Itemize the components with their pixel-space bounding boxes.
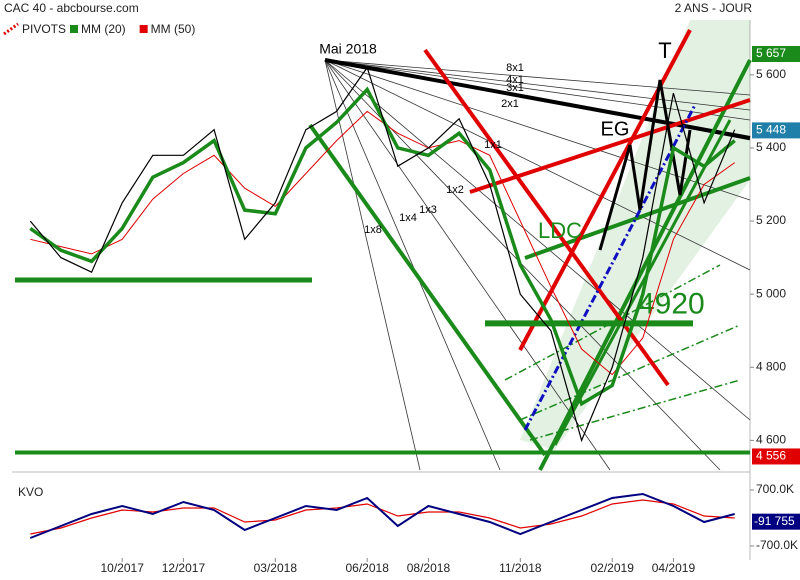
panel-title: KVO — [18, 485, 43, 499]
legend-swatch — [139, 25, 148, 33]
gann-fan-line — [324, 59, 751, 111]
pivot-line — [423, 48, 670, 387]
annotation: 1x4 — [399, 212, 417, 224]
annotation: 4x1 — [506, 74, 524, 86]
price-box-label: 5 448 — [756, 123, 786, 137]
x-tick-label: 03/2018 — [254, 561, 298, 575]
trend-line — [308, 123, 547, 457]
x-tick-label: 10/2017 — [100, 561, 144, 575]
price-box-label: 5 657 — [756, 46, 786, 60]
chart-title: CAC 40 - abcbourse.com — [4, 1, 139, 15]
gann-fan-line — [324, 59, 751, 121]
price-box-label: 4 556 — [756, 449, 786, 463]
price-box — [752, 448, 800, 465]
value-box-label: -91 755 — [754, 514, 795, 528]
legend-swatch — [70, 25, 78, 33]
legend-label: MM (50) — [151, 22, 196, 36]
x-tick-label: 12/2017 — [162, 561, 206, 575]
legend-label: MM (20) — [81, 22, 126, 36]
y-tick-label: 700.0K — [756, 482, 794, 496]
gann-fan-line — [324, 59, 501, 471]
annotation: LDC — [538, 218, 582, 243]
trend-line — [553, 119, 732, 446]
legend-swatch — [3, 22, 19, 36]
annotation: T — [658, 38, 671, 63]
price-box — [752, 122, 800, 139]
gann-fan-line — [324, 59, 611, 471]
gann-fan-line — [324, 59, 421, 471]
y-tick-label: 4 800 — [756, 359, 786, 373]
y-tick-label: 5 400 — [756, 140, 786, 154]
y-tick-label: -700.0K — [756, 538, 798, 552]
gann-fan-line — [324, 59, 751, 201]
annotation: 1x1 — [484, 139, 502, 151]
gann-fan-line — [324, 59, 751, 421]
parallel-line — [529, 379, 741, 441]
y-tick-label: 5 000 — [756, 286, 786, 300]
price-box — [752, 45, 800, 62]
gann-fan-line — [324, 59, 751, 96]
y-tick-label: 4 600 — [756, 433, 786, 447]
y-tick-label: 5 600 — [756, 67, 786, 81]
x-tick-label: 04/2019 — [652, 561, 696, 575]
parallel-line — [504, 264, 721, 381]
annotation: 1x3 — [419, 204, 437, 216]
kvo-line — [29, 492, 735, 539]
regression-line — [523, 104, 697, 431]
pattern-line — [598, 79, 692, 251]
annotation: EG — [601, 118, 630, 140]
x-tick-label: 06/2018 — [345, 561, 389, 575]
value-box — [752, 513, 800, 530]
annotation: 8x1 — [506, 62, 524, 74]
legend-label: PIVOTS — [22, 22, 66, 36]
annotation: 3x1 — [506, 82, 524, 94]
x-tick-label: 08/2018 — [407, 561, 451, 575]
price-line — [29, 66, 736, 443]
support-label: 4920 — [638, 287, 705, 320]
gann-fan-line — [324, 59, 751, 271]
trend-line — [524, 176, 751, 260]
trend-line — [538, 59, 752, 471]
x-tick-label: 11/2018 — [499, 561, 542, 575]
x-tick-label: 02/2019 — [590, 561, 634, 575]
annotation: 2x1 — [501, 98, 519, 110]
chart-subtitle: 2 ANS - JOUR — [675, 1, 753, 15]
annotation: 1x2 — [446, 184, 464, 196]
y-tick-label: 5 200 — [756, 213, 786, 227]
annotation: Mai 2018 — [319, 41, 377, 57]
annotation: 1x8 — [364, 224, 382, 236]
pivot-line — [469, 98, 751, 194]
parallel-line — [519, 324, 741, 421]
